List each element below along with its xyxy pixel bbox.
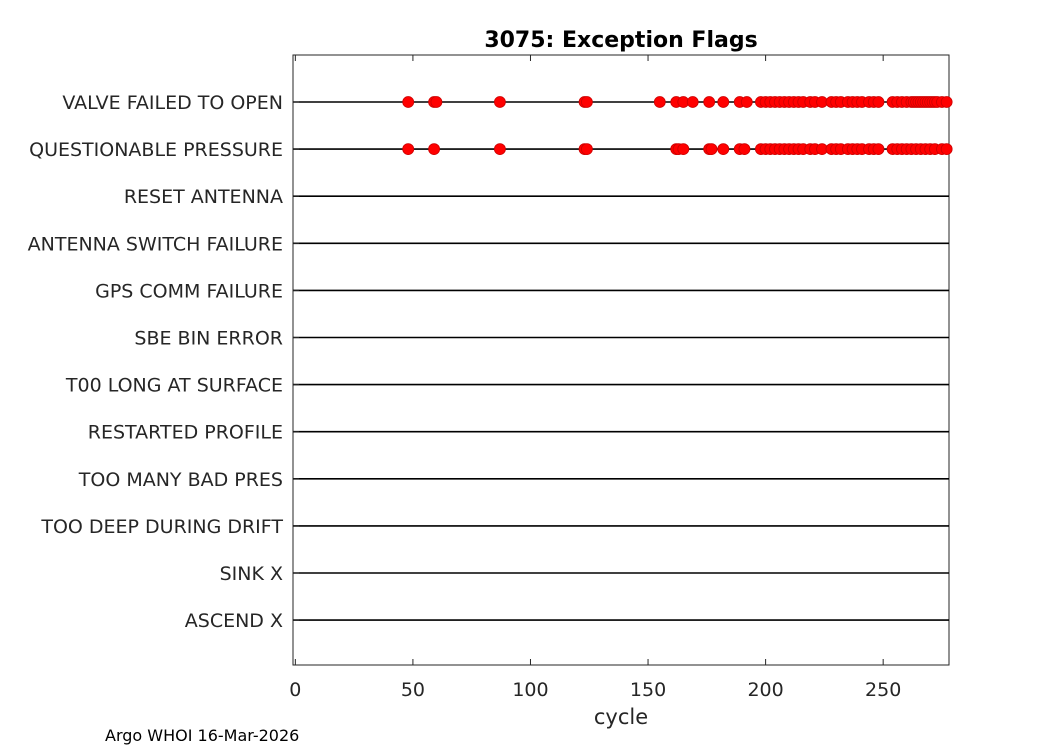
flag-marker (940, 96, 953, 108)
footer-credit: Argo WHOI 16-Mar-2026 (105, 726, 299, 745)
x-tick-label: 250 (865, 679, 901, 701)
flag-marker (740, 96, 753, 108)
flag-marker (703, 96, 716, 108)
flag-marker (402, 143, 415, 156)
y-tick-label: GPS COMM FAILURE (95, 280, 283, 302)
x-tick-label: 150 (630, 679, 666, 701)
y-tick-label: RESTARTED PROFILE (88, 422, 283, 444)
plot-area-frame (292, 54, 950, 666)
y-tick-label: QUESTIONABLE PRESSURE (29, 139, 283, 161)
flag-marker (581, 96, 593, 108)
x-tick-label: 0 (289, 679, 301, 701)
y-tick-label: TOO DEEP DURING DRIFT (40, 516, 283, 538)
flag-marker (717, 143, 730, 156)
y-tick-label: ASCEND X (185, 610, 283, 632)
flag-marker (686, 96, 699, 108)
y-tick-label: SBE BIN ERROR (134, 328, 283, 350)
flag-markers (402, 96, 953, 156)
y-tick-label: T00 LONG AT SURFACE (65, 375, 283, 397)
flag-marker (717, 96, 730, 108)
y-tick-label: SINK X (220, 563, 283, 585)
flag-marker (494, 143, 506, 156)
y-tick-label: ANTENNA SWITCH FAILURE (28, 233, 283, 255)
flag-marker (738, 143, 751, 156)
flag-marker (581, 143, 593, 156)
y-tick-label: TOO MANY BAD PRES (78, 469, 283, 491)
chart-title: 3075: Exception Flags (484, 28, 757, 53)
flag-marker (872, 96, 885, 108)
x-axis-ticks: 0 50 100 150 200 250 (289, 55, 901, 701)
flag-marker (494, 96, 506, 108)
x-tick-label: 100 (512, 679, 548, 701)
flag-marker (402, 96, 415, 108)
x-tick-label: 200 (747, 679, 783, 701)
flag-marker (940, 143, 953, 156)
y-tick-label: RESET ANTENNA (124, 186, 283, 208)
flag-marker (872, 143, 885, 156)
flag-marker (705, 143, 718, 156)
x-tick-label: 50 (401, 679, 425, 701)
flag-marker (677, 143, 690, 156)
x-axis-label: cycle (594, 705, 648, 729)
flag-marker (428, 143, 440, 156)
y-axis-labels: VALVE FAILED TO OPEN QUESTIONABLE PRESSUR… (28, 92, 299, 632)
flag-lines (293, 101, 949, 621)
flag-marker (430, 96, 443, 108)
y-tick-label: VALVE FAILED TO OPEN (62, 92, 283, 114)
flag-marker (653, 96, 666, 108)
